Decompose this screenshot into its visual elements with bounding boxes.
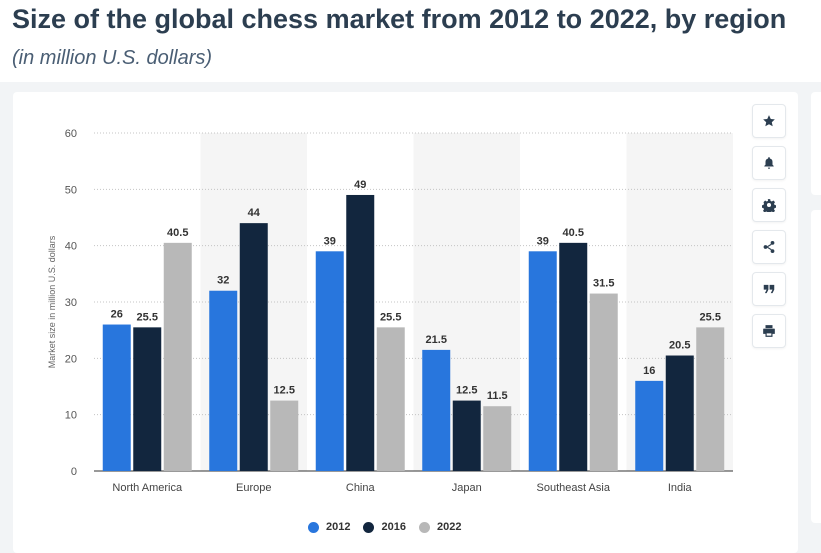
data-label: 11.5 [487, 390, 508, 402]
bar-north-america-2016 [133, 327, 162, 471]
bar-north-america-2012 [102, 324, 131, 471]
data-label: 20.5 [669, 340, 690, 352]
bell-icon [764, 157, 774, 169]
x-tick-label: Europe [236, 482, 271, 494]
quote-icon [763, 284, 775, 294]
notification-button[interactable] [752, 146, 786, 180]
legend-label: 2016 [381, 521, 406, 533]
data-label: 40.5 [563, 227, 584, 239]
x-tick-label: China [346, 482, 376, 494]
data-label: 25.5 [380, 311, 401, 323]
gear-icon [762, 199, 776, 212]
data-label: 39 [324, 235, 336, 247]
bar-india-2022 [696, 327, 725, 471]
data-label: 39 [537, 235, 549, 247]
x-tick-label: Southeast Asia [537, 482, 611, 494]
x-tick-label: Japan [452, 482, 482, 494]
legend-swatch [308, 521, 319, 533]
bar-north-america-2022 [163, 242, 192, 471]
favorite-button[interactable] [752, 104, 786, 138]
legend-label: 2022 [436, 521, 462, 533]
bar-southeast-asia-2022 [589, 293, 618, 471]
data-label: 16 [643, 365, 655, 377]
legend-label: 2012 [326, 521, 351, 533]
data-label: 25.5 [137, 311, 158, 323]
bar-europe-2016 [239, 223, 268, 471]
print-icon [763, 325, 775, 337]
bar-india-2012 [635, 380, 664, 471]
x-tick-label: India [668, 482, 693, 494]
data-label: 49 [354, 179, 366, 191]
y-tick-label: 10 [65, 410, 77, 422]
bar-europe-2022 [270, 400, 299, 471]
chart-toolbar [752, 104, 786, 356]
bar-southeast-asia-2016 [559, 242, 588, 471]
data-label: 25.5 [700, 311, 721, 323]
bar-japan-2022 [483, 406, 512, 471]
legend-item-2022[interactable]: 2022 [418, 521, 462, 533]
data-label: 44 [248, 207, 261, 219]
bar-china-2012 [315, 251, 344, 471]
legend-swatch [418, 521, 430, 533]
data-label: 26 [111, 309, 123, 321]
data-label: 31.5 [593, 278, 614, 290]
data-label: 12.5 [274, 385, 295, 397]
y-tick-label: 50 [65, 184, 77, 196]
data-label: 21.5 [426, 334, 447, 346]
y-tick-label: 40 [65, 241, 77, 253]
y-tick-label: 20 [65, 353, 77, 365]
bar-india-2016 [665, 355, 694, 471]
bar-japan-2012 [422, 349, 451, 471]
cite-button[interactable] [752, 272, 786, 306]
y-tick-label: 60 [65, 128, 77, 140]
side-panel-bottom [811, 210, 821, 523]
page-subtitle: (in million U.S. dollars) [12, 47, 213, 69]
data-label: 40.5 [167, 227, 188, 239]
bar-china-2016 [346, 194, 375, 471]
bar-southeast-asia-2012 [528, 251, 557, 471]
share-button[interactable] [752, 230, 786, 264]
bar-japan-2016 [452, 400, 481, 471]
bar-europe-2012 [209, 290, 238, 471]
y-tick-label: 30 [65, 297, 77, 309]
bar-china-2022 [376, 327, 405, 471]
data-label: 32 [217, 275, 229, 287]
print-button[interactable] [752, 314, 786, 348]
chart-legend: 2012 2016 2022 [308, 519, 474, 535]
share-icon [763, 241, 775, 253]
y-tick-label: 0 [71, 466, 77, 478]
star-icon [763, 115, 775, 127]
side-panel-top [811, 92, 821, 195]
data-label: 12.5 [456, 385, 477, 397]
legend-item-2016[interactable]: 2016 [363, 521, 406, 533]
page-title: Size of the global chess market from 201… [12, 4, 787, 34]
y-axis-title: Market size in million U.S. dollars [47, 235, 57, 368]
x-tick-label: North America [112, 482, 183, 494]
legend-item-2012[interactable]: 2012 [308, 521, 350, 533]
legend-swatch [363, 521, 375, 533]
settings-button[interactable] [752, 188, 786, 222]
